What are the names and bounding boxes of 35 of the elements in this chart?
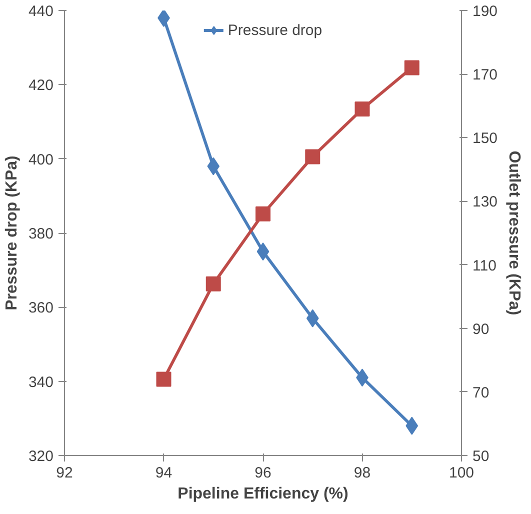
y-tick-label: 400: [28, 151, 54, 168]
y2-tick-label: 50: [472, 448, 490, 465]
x-axis-title: Pipeline Efficiency (%): [178, 486, 348, 502]
y-tick-label: 380: [28, 226, 54, 242]
point: [404, 60, 420, 76]
y-tick-label: 440: [28, 3, 54, 20]
y2-tick-label: 110: [472, 257, 496, 274]
point: [256, 206, 270, 222]
y2-tick-label: 70: [472, 384, 490, 402]
y2-tick-label: 150: [472, 130, 498, 148]
point: [207, 157, 220, 176]
y-tick-label: 420: [28, 77, 54, 94]
y-tick-label: 340: [28, 374, 54, 391]
x-tick-label: 96: [254, 464, 272, 482]
y2-axis-title: Outlet pressure (KPa): [506, 150, 523, 316]
point: [406, 416, 418, 435]
x-tick-label: 92: [56, 464, 73, 482]
y-axis-title: Pressure drop (KPa): [3, 156, 20, 310]
point: [306, 309, 319, 328]
y2-tick-label: 90: [472, 320, 490, 338]
point: [256, 242, 270, 261]
x-tick-label: 94: [155, 464, 172, 482]
y-tick-label: 360: [28, 300, 54, 317]
x-tick-label: 100: [448, 464, 474, 482]
point: [206, 276, 221, 292]
point: [305, 149, 320, 164]
y2-tick-label: 170: [472, 66, 498, 84]
point: [156, 372, 172, 387]
y2-tick-label: 130: [472, 194, 498, 211]
point: [354, 102, 370, 117]
y2-tick-label: 190: [472, 3, 498, 20]
legend-label: Pressure drop: [228, 22, 322, 38]
y-tick-label: 320: [28, 448, 54, 465]
x-tick-label: 98: [354, 464, 371, 482]
point: [158, 10, 170, 27]
